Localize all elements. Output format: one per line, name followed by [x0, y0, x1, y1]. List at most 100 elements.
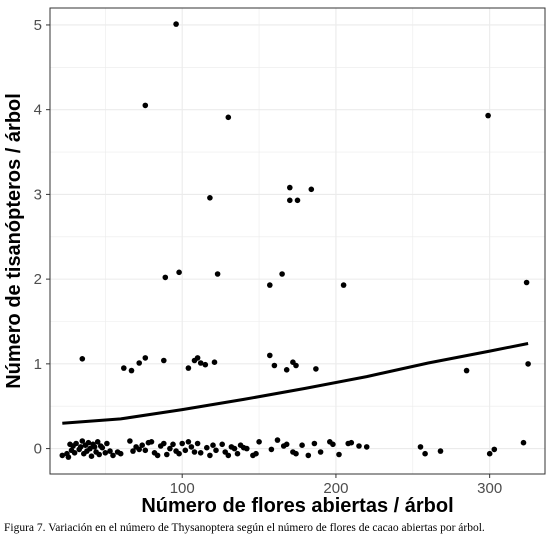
data-point	[219, 441, 225, 448]
data-point	[167, 445, 173, 452]
data-point	[170, 441, 176, 448]
trend-line-group	[62, 342, 529, 425]
data-point	[244, 445, 250, 452]
data-point	[311, 440, 318, 447]
data-point	[94, 439, 101, 445]
data-point	[128, 367, 135, 374]
data-point	[79, 356, 86, 362]
data-point	[96, 451, 102, 458]
data-point	[422, 450, 428, 457]
data-point	[308, 186, 315, 193]
data-point	[77, 444, 84, 450]
trend-line	[62, 342, 529, 425]
x-tick-label: 200	[323, 480, 348, 497]
data-point	[142, 447, 149, 454]
data-point	[194, 440, 201, 447]
data-point	[142, 355, 149, 361]
data-point	[188, 444, 195, 450]
data-point	[87, 445, 93, 452]
data-point	[293, 450, 299, 457]
data-point	[485, 112, 491, 119]
data-point	[79, 438, 86, 444]
data-point	[127, 438, 133, 444]
y-tick-label: 5	[34, 17, 42, 34]
data-point	[85, 439, 92, 446]
data-point	[317, 449, 324, 455]
y-tick-label: 3	[34, 186, 42, 203]
data-points	[59, 21, 531, 460]
data-point	[417, 444, 424, 450]
data-point	[173, 21, 179, 27]
y-tick-label: 2	[34, 271, 42, 288]
data-point	[202, 361, 209, 368]
x-axis-title: Número de flores abiertas / árbol	[141, 495, 453, 517]
data-point	[268, 446, 275, 453]
data-point	[176, 269, 182, 276]
data-point	[293, 362, 299, 369]
data-point	[231, 445, 238, 452]
data-point	[110, 452, 116, 459]
data-point	[294, 197, 301, 204]
data-point	[142, 102, 149, 109]
minor-gridlines	[50, 8, 545, 474]
data-point	[330, 441, 336, 448]
data-point	[107, 448, 113, 454]
scatter-chart: 100 200 300 0 1 2 3 4 5 Número de flores abiert…	[3, 7, 546, 517]
data-point	[234, 450, 241, 457]
data-point	[136, 360, 142, 366]
data-point	[130, 448, 136, 454]
data-point	[348, 439, 355, 446]
figure-caption: Figura 7. Variación en el número de Thys…	[4, 522, 485, 534]
data-point	[207, 195, 213, 201]
data-point	[59, 452, 66, 459]
data-point	[299, 442, 305, 449]
data-point	[162, 274, 169, 281]
y-axis-ticks: 0 1 2 3 4 5	[34, 17, 50, 458]
data-point	[267, 352, 273, 359]
data-point	[185, 439, 192, 445]
data-point	[65, 454, 72, 460]
data-point	[256, 439, 262, 445]
data-point	[283, 441, 290, 448]
data-point	[191, 449, 198, 455]
data-point	[356, 443, 362, 449]
y-tick-label: 1	[34, 356, 42, 373]
data-point	[204, 444, 210, 451]
y-axis-title: Número de tisanópteros / árbol	[3, 93, 25, 389]
data-point	[520, 439, 527, 446]
data-point	[253, 450, 259, 457]
data-point	[207, 452, 213, 459]
data-point	[179, 440, 185, 447]
data-point	[176, 450, 182, 457]
data-point	[91, 444, 98, 450]
data-point	[271, 362, 278, 369]
data-point	[225, 452, 232, 459]
data-point	[523, 279, 530, 286]
data-point	[99, 444, 106, 451]
data-point	[491, 446, 498, 453]
x-axis-ticks: 100 200 300	[170, 474, 502, 497]
data-point	[305, 452, 312, 459]
data-point	[71, 450, 78, 456]
data-point	[214, 271, 221, 277]
data-point	[313, 366, 319, 372]
y-tick-label: 0	[34, 441, 42, 458]
data-point	[88, 453, 95, 460]
data-point	[161, 440, 167, 447]
x-tick-label: 100	[170, 480, 195, 497]
panel-border	[49, 7, 546, 475]
data-point	[73, 440, 79, 447]
data-point	[225, 114, 232, 121]
data-point	[283, 367, 290, 373]
data-point	[213, 447, 219, 454]
data-point	[437, 448, 444, 454]
data-point	[182, 447, 189, 454]
major-gridlines	[50, 8, 545, 474]
data-point	[486, 450, 493, 457]
data-point	[363, 444, 370, 450]
data-point	[102, 450, 109, 456]
data-point	[279, 271, 285, 277]
data-point	[340, 282, 347, 288]
data-point	[136, 446, 142, 453]
data-point	[211, 359, 218, 366]
